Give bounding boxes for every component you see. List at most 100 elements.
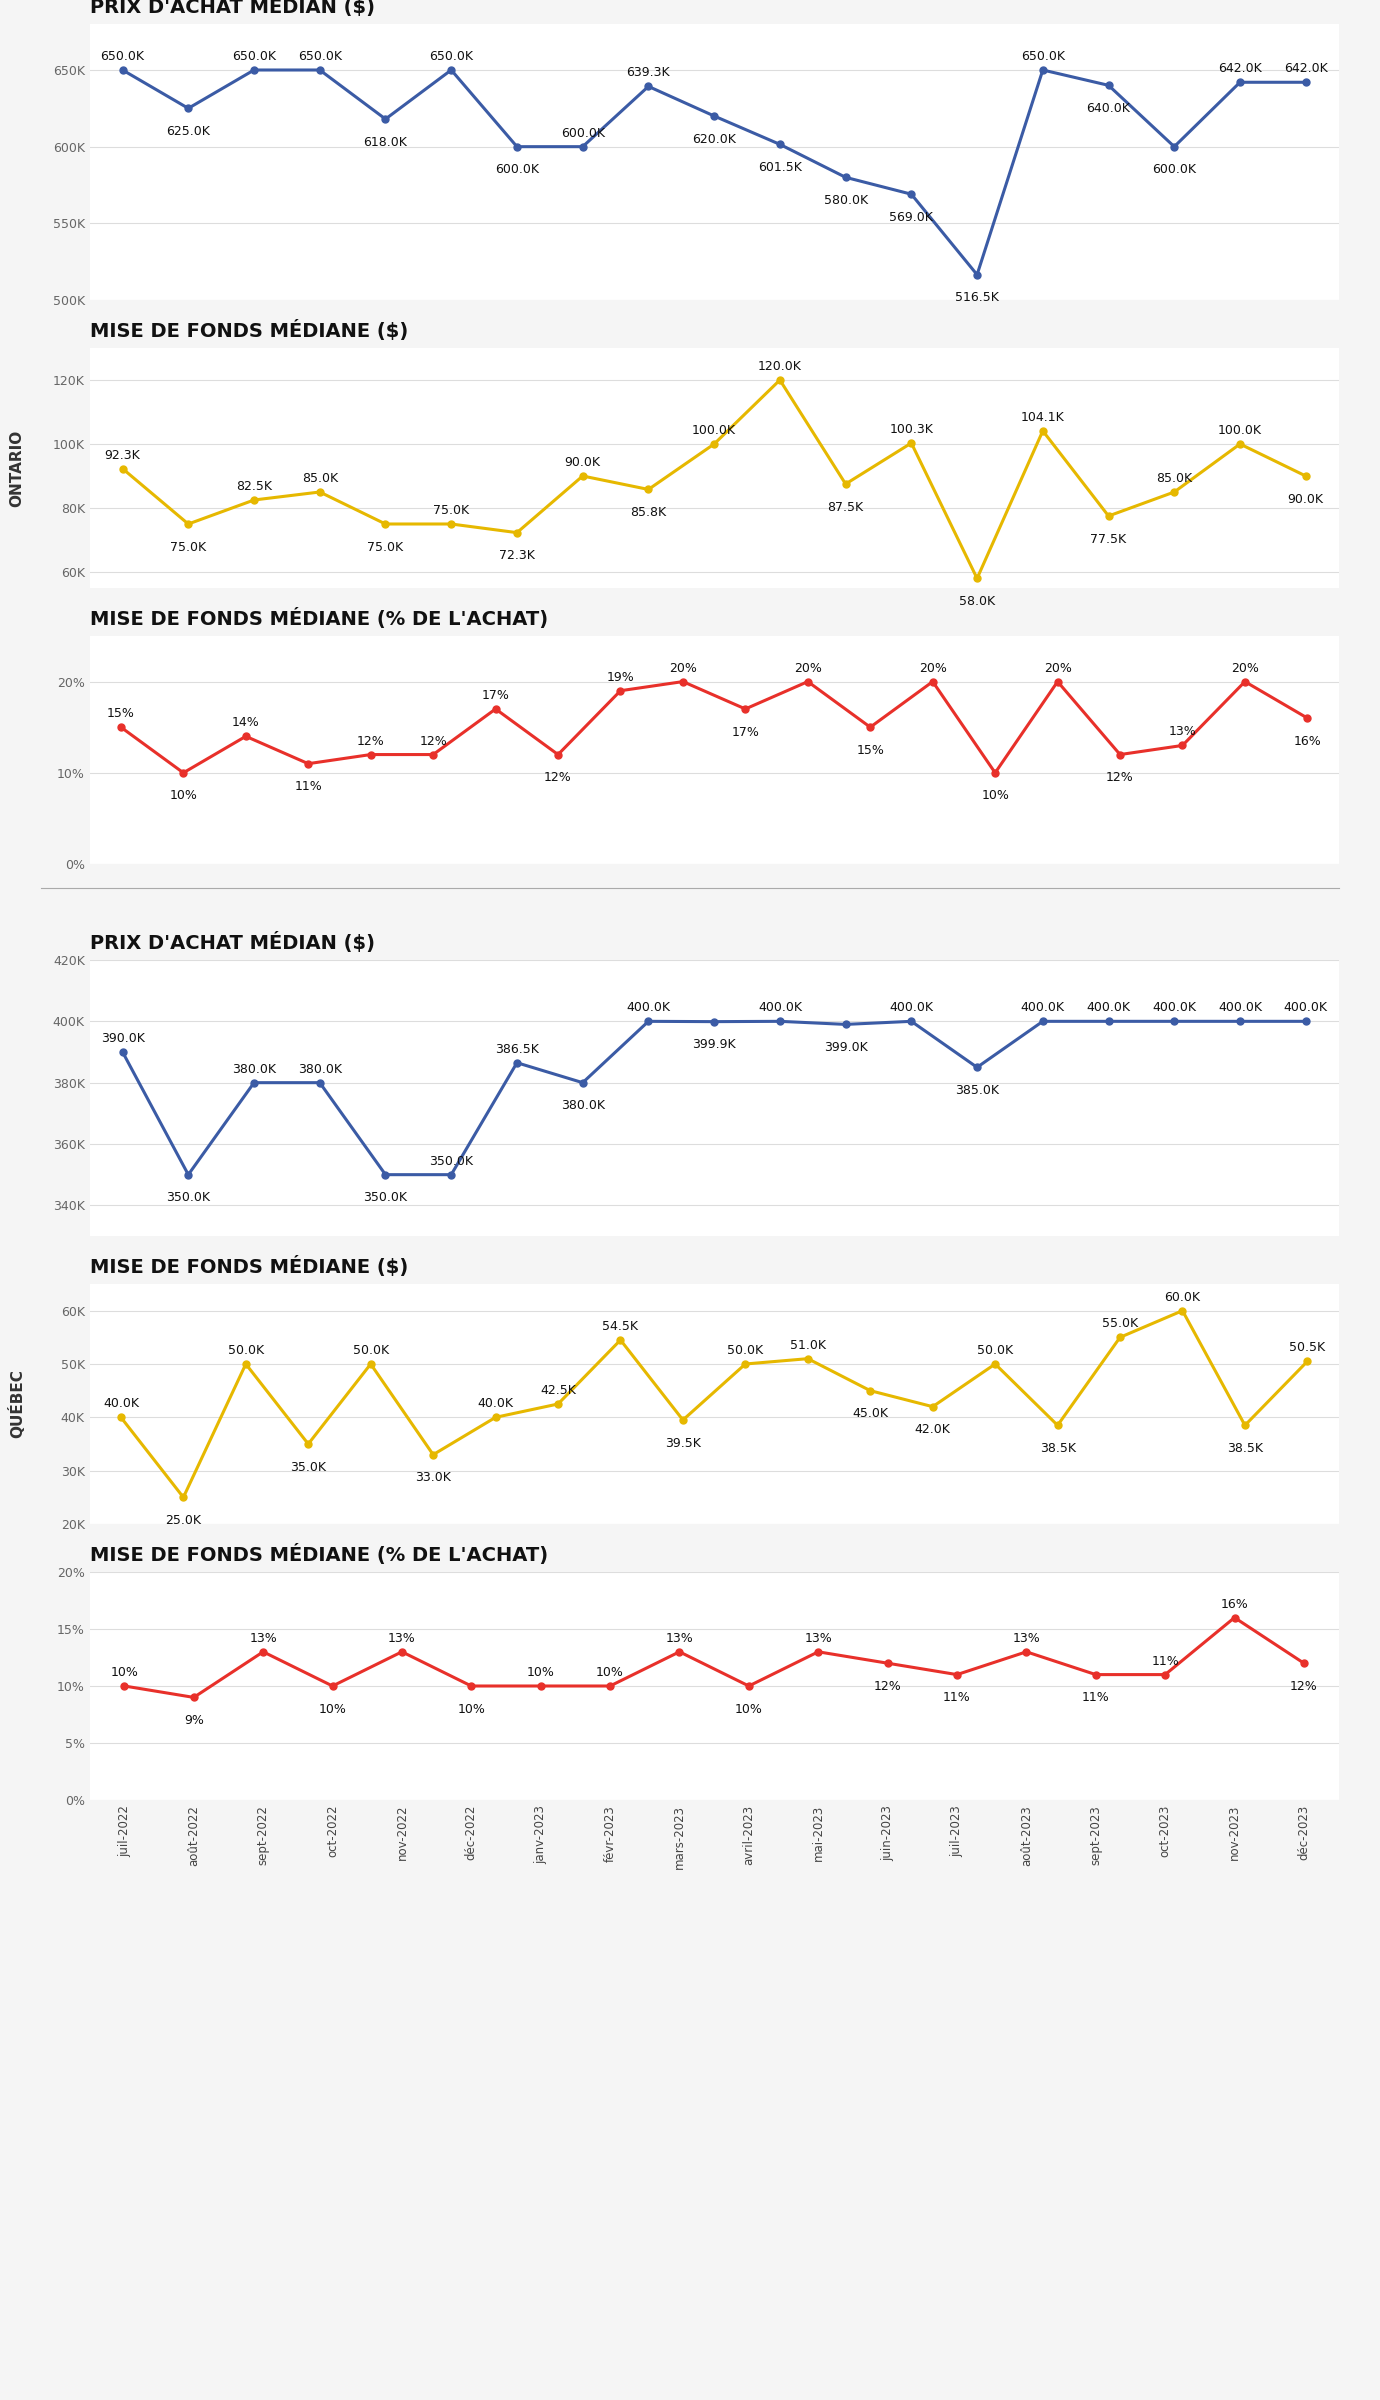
Text: 40.0K: 40.0K	[477, 1397, 513, 1411]
Text: PRIX D'ACHAT MÉDIAN ($): PRIX D'ACHAT MÉDIAN ($)	[90, 931, 375, 953]
Text: 400.0K: 400.0K	[889, 1001, 933, 1015]
Text: 10%: 10%	[527, 1666, 555, 1680]
Text: 92.3K: 92.3K	[105, 449, 141, 461]
Text: 75.0K: 75.0K	[433, 504, 469, 516]
Text: 17%: 17%	[482, 689, 509, 703]
Text: PRIX D'ACHAT MÉDIAN ($): PRIX D'ACHAT MÉDIAN ($)	[90, 0, 375, 17]
Text: 60.0K: 60.0K	[1165, 1291, 1201, 1303]
Text: 516.5K: 516.5K	[955, 290, 999, 305]
Text: ONTARIO: ONTARIO	[10, 430, 23, 506]
Text: 55.0K: 55.0K	[1103, 1318, 1138, 1330]
Text: 90.0K: 90.0K	[564, 456, 600, 468]
Text: 12%: 12%	[420, 734, 447, 749]
Text: 85.0K: 85.0K	[302, 473, 338, 485]
Text: 51.0K: 51.0K	[789, 1339, 825, 1351]
Text: 650.0K: 650.0K	[298, 50, 342, 62]
Text: 19%: 19%	[607, 670, 635, 684]
Text: 13%: 13%	[805, 1632, 832, 1644]
Text: 13%: 13%	[665, 1632, 693, 1644]
Text: 399.9K: 399.9K	[693, 1039, 736, 1051]
Text: 400.0K: 400.0K	[627, 1001, 671, 1015]
Text: 580.0K: 580.0K	[824, 194, 868, 206]
Text: 16%: 16%	[1293, 734, 1321, 749]
Text: 350.0K: 350.0K	[429, 1154, 473, 1169]
Text: 50.0K: 50.0K	[228, 1344, 264, 1356]
Text: 100.3K: 100.3K	[889, 422, 933, 437]
Text: 42.5K: 42.5K	[540, 1385, 575, 1397]
Text: 400.0K: 400.0K	[1219, 1001, 1261, 1015]
Text: 601.5K: 601.5K	[758, 161, 802, 175]
Text: 640.0K: 640.0K	[1086, 101, 1130, 115]
Text: 20%: 20%	[919, 662, 947, 674]
Text: 400.0K: 400.0K	[758, 1001, 802, 1015]
Text: QUÉBEC: QUÉBEC	[8, 1370, 25, 1438]
Text: 399.0K: 399.0K	[824, 1042, 868, 1054]
Text: 20%: 20%	[1231, 662, 1259, 674]
Text: 380.0K: 380.0K	[232, 1063, 276, 1075]
Text: 54.5K: 54.5K	[603, 1320, 639, 1332]
Text: 12%: 12%	[1290, 1680, 1318, 1692]
Text: 650.0K: 650.0K	[101, 50, 145, 62]
Text: 85.8K: 85.8K	[631, 506, 667, 518]
Text: 600.0K: 600.0K	[495, 163, 540, 175]
Text: 17%: 17%	[731, 725, 759, 739]
Text: 104.1K: 104.1K	[1021, 410, 1065, 425]
Text: 400.0K: 400.0K	[1021, 1001, 1065, 1015]
Text: MISE DE FONDS MÉDIANE ($): MISE DE FONDS MÉDIANE ($)	[90, 319, 408, 341]
Text: 385.0K: 385.0K	[955, 1085, 999, 1097]
Text: 38.5K: 38.5K	[1039, 1442, 1075, 1454]
Text: 90.0K: 90.0K	[1288, 492, 1323, 506]
Text: 639.3K: 639.3K	[627, 67, 671, 79]
Text: 75.0K: 75.0K	[170, 540, 207, 554]
Text: 13%: 13%	[250, 1632, 277, 1644]
Text: 642.0K: 642.0K	[1219, 62, 1261, 74]
Text: 25.0K: 25.0K	[166, 1514, 201, 1526]
Text: 42.0K: 42.0K	[915, 1423, 951, 1435]
Text: 400.0K: 400.0K	[1283, 1001, 1328, 1015]
Text: 85.0K: 85.0K	[1156, 473, 1192, 485]
Text: 20%: 20%	[1043, 662, 1071, 674]
Text: 20%: 20%	[793, 662, 821, 674]
Text: 10%: 10%	[170, 790, 197, 802]
Text: 10%: 10%	[110, 1666, 138, 1680]
Text: 87.5K: 87.5K	[828, 502, 864, 514]
Text: 11%: 11%	[294, 780, 322, 794]
Text: 14%: 14%	[232, 715, 259, 730]
Text: 380.0K: 380.0K	[560, 1099, 604, 1111]
Text: 10%: 10%	[596, 1666, 624, 1680]
Text: 50.0K: 50.0K	[727, 1344, 763, 1356]
Text: 75.0K: 75.0K	[367, 540, 403, 554]
Text: 58.0K: 58.0K	[959, 595, 995, 607]
Text: 13%: 13%	[388, 1632, 415, 1644]
Text: 15%: 15%	[857, 744, 885, 756]
Text: 380.0K: 380.0K	[298, 1063, 342, 1075]
Text: 13%: 13%	[1169, 725, 1196, 739]
Text: 100.0K: 100.0K	[693, 425, 736, 437]
Text: 620.0K: 620.0K	[693, 132, 736, 146]
Text: 400.0K: 400.0K	[1086, 1001, 1130, 1015]
Text: 50.5K: 50.5K	[1289, 1342, 1325, 1354]
Text: 100.0K: 100.0K	[1219, 425, 1261, 437]
Text: 50.0K: 50.0K	[353, 1344, 389, 1356]
Text: 12%: 12%	[357, 734, 385, 749]
Text: 20%: 20%	[669, 662, 697, 674]
Text: 38.5K: 38.5K	[1227, 1442, 1263, 1454]
Text: 72.3K: 72.3K	[500, 550, 535, 562]
Text: 40.0K: 40.0K	[104, 1397, 139, 1411]
Text: 12%: 12%	[544, 770, 571, 785]
Text: 12%: 12%	[1107, 770, 1134, 785]
Text: 600.0K: 600.0K	[1152, 163, 1196, 175]
Text: 390.0K: 390.0K	[101, 1032, 145, 1044]
Text: 16%: 16%	[1221, 1598, 1249, 1610]
Text: 600.0K: 600.0K	[560, 127, 604, 139]
Text: 13%: 13%	[1013, 1632, 1041, 1644]
Text: 15%: 15%	[108, 708, 135, 720]
Text: 11%: 11%	[943, 1692, 972, 1704]
Text: 642.0K: 642.0K	[1283, 62, 1328, 74]
Text: 625.0K: 625.0K	[167, 125, 210, 137]
Text: 11%: 11%	[1151, 1654, 1179, 1668]
Text: 12%: 12%	[874, 1680, 901, 1692]
Text: 400.0K: 400.0K	[1152, 1001, 1196, 1015]
Text: 9%: 9%	[184, 1714, 204, 1728]
Text: 350.0K: 350.0K	[363, 1190, 407, 1205]
